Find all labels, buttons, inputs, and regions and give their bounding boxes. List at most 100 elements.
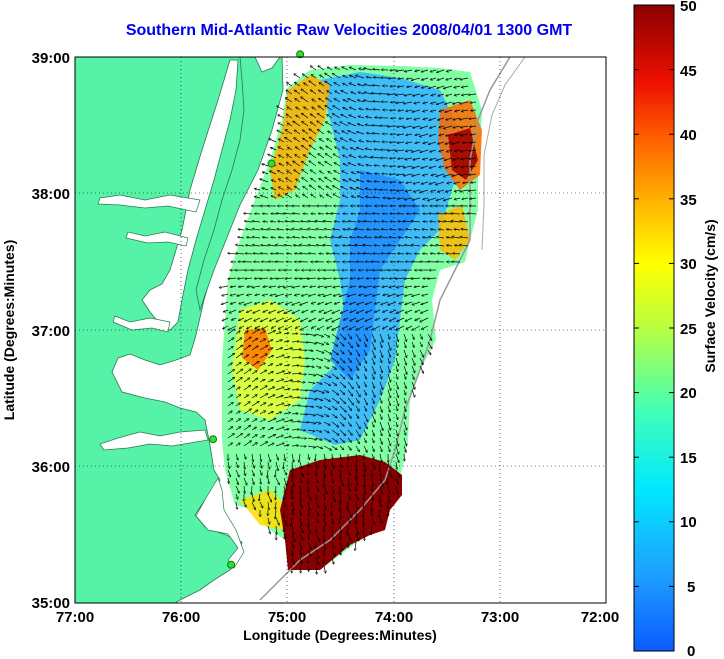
velocity-vector	[287, 107, 293, 111]
velocity-vector	[371, 357, 375, 364]
velocity-vector	[355, 373, 359, 379]
velocity-vector	[460, 101, 469, 104]
velocity-vector	[235, 331, 240, 335]
velocity-vector	[318, 66, 325, 71]
velocity-vector	[251, 338, 258, 343]
velocity-vector	[428, 197, 437, 201]
velocity-vector	[269, 317, 277, 321]
velocity-vector	[239, 286, 245, 287]
velocity-vector	[326, 253, 333, 254]
velocity-vector	[247, 294, 253, 296]
velocity-mid-region-west	[232, 300, 305, 420]
x-tick-label: 75:00	[268, 609, 306, 626]
velocity-vector	[469, 158, 477, 159]
velocity-vector	[462, 110, 469, 111]
velocity-vector	[423, 102, 429, 104]
velocity-vector	[311, 325, 317, 328]
velocity-vector	[399, 301, 405, 304]
velocity-vector	[333, 278, 341, 279]
velocity-vector	[439, 134, 445, 136]
velocity-vector	[287, 83, 293, 87]
velocity-vector	[325, 73, 333, 79]
velocity-vector	[293, 161, 301, 167]
velocity-vector	[383, 325, 389, 329]
velocity-vector	[333, 229, 341, 230]
velocity-vector	[374, 189, 381, 190]
velocity-vector	[419, 365, 424, 373]
velocity-vector	[247, 325, 253, 329]
velocity-vector	[404, 245, 413, 246]
velocity-vector	[294, 138, 301, 143]
velocity-vector	[334, 99, 341, 103]
velocity-vector	[229, 309, 237, 313]
velocity-vector	[355, 245, 365, 246]
velocity-vector	[463, 182, 469, 183]
velocity-vector	[332, 325, 341, 330]
velocity-vector	[411, 341, 414, 347]
velocity-vector	[246, 245, 253, 246]
velocity-vector	[316, 229, 325, 230]
velocity-vector	[291, 373, 301, 374]
velocity-vector	[359, 156, 365, 158]
velocity-vector	[300, 229, 309, 230]
velocity-vector	[325, 177, 333, 183]
velocity-vector	[454, 181, 461, 184]
velocity-vector	[363, 333, 368, 341]
velocity-vector	[262, 164, 269, 167]
pamlico-sound	[195, 477, 245, 569]
velocity-vector	[469, 150, 477, 151]
velocity-vector	[413, 181, 421, 184]
velocity-vector	[335, 67, 341, 71]
velocity-vector	[285, 221, 293, 222]
velocity-vector	[301, 221, 309, 222]
velocity-vector	[251, 378, 258, 383]
x-tick-label: 73:00	[481, 609, 519, 626]
velocity-vector	[287, 163, 293, 167]
velocity-vector	[423, 110, 429, 112]
velocity-vector	[309, 129, 317, 135]
velocity-vector	[372, 125, 381, 126]
velocity-vector	[276, 213, 285, 214]
velocity-vector	[259, 354, 267, 359]
velocity-vector	[312, 107, 317, 111]
velocity-vector	[430, 221, 437, 222]
velocity-vector	[339, 357, 345, 363]
velocity-vector	[253, 309, 261, 313]
velocity-vector	[325, 237, 333, 238]
map-title: Southern Mid-Atlantic Raw Velocities 200…	[125, 22, 573, 39]
velocity-vector	[334, 221, 341, 222]
velocity-vector	[351, 172, 357, 175]
velocity-vector	[312, 99, 317, 103]
velocity-vector	[318, 186, 325, 191]
velocity-vector	[396, 325, 405, 330]
velocity-vector	[343, 254, 349, 255]
velocity-vector	[301, 293, 309, 296]
velocity-vector	[294, 245, 301, 246]
velocity-vector	[421, 181, 429, 184]
velocity-vector	[239, 301, 245, 304]
velocity-vector	[309, 81, 317, 87]
velocity-vector	[342, 131, 349, 135]
velocity-vector	[294, 90, 301, 95]
velocity-vector	[276, 293, 285, 296]
velocity-vector	[398, 253, 405, 254]
velocity-vector	[239, 325, 245, 328]
velocity-vector	[332, 74, 341, 79]
velocity-vector	[355, 229, 365, 231]
velocity-vector	[429, 117, 437, 120]
velocity-vector	[307, 333, 316, 336]
velocity-vector	[358, 214, 365, 215]
velocity-vector	[403, 365, 407, 374]
velocity-vector	[333, 106, 341, 111]
velocity-vector	[259, 339, 266, 343]
velocity-vector	[413, 213, 421, 214]
velocity-vector	[355, 341, 359, 347]
velocity-vector	[268, 154, 277, 159]
velocity-vector	[375, 301, 381, 304]
velocity-peak-south	[280, 455, 402, 570]
velocity-vector	[446, 149, 453, 152]
velocity-vector	[335, 245, 341, 246]
velocity-vector	[327, 91, 333, 95]
colorbar-tick-label: 40	[680, 127, 697, 144]
velocity-vector	[315, 365, 321, 368]
